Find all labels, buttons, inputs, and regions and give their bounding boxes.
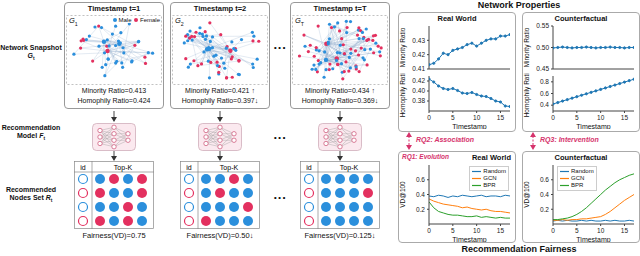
svg-text:0.50: 0.50	[536, 44, 549, 51]
html-text:G2: G2	[175, 16, 184, 27]
html-text:Fairness(VD)=0.125↓: Fairness(VD)=0.125↓	[304, 231, 376, 240]
svg-text:0.4: 0.4	[540, 101, 549, 108]
html-text:Recommendation Fairness: Recommendation Fairness	[461, 244, 577, 254]
svg-text:0.40: 0.40	[412, 87, 425, 94]
html-text:GT: GT	[295, 16, 305, 27]
svg-text:id: id	[80, 164, 86, 171]
svg-text:5: 5	[575, 227, 579, 234]
html-text:Random: Random	[571, 168, 594, 174]
svg-text:0.45: 0.45	[536, 65, 549, 72]
svg-text:0: 0	[551, 227, 555, 234]
svg-text:0.8: 0.8	[540, 78, 549, 85]
svg-text:Timestamp: Timestamp	[576, 123, 610, 129]
html-text:Recommendation Model Ft: Recommendation Model Ft	[1, 124, 61, 142]
svg-text:Homophily Ratio: Homophily Ratio	[399, 73, 407, 117]
svg-text:0.4: 0.4	[540, 191, 549, 198]
svg-text:VD@100: VD@100	[523, 181, 530, 208]
html-text:Real World: Real World	[437, 14, 477, 23]
html-text:RQ1: Evolution: RQ1: Evolution	[402, 153, 449, 160]
svg-text:0.42: 0.42	[412, 51, 425, 58]
svg-text:Minority Ratio: Minority Ratio	[399, 27, 407, 67]
svg-text:Timestamp: Timestamp	[576, 236, 610, 242]
html-text:Timestamp t=1: Timestamp t=1	[87, 4, 141, 13]
svg-text:Homophily Ratio: Homophily Ratio	[523, 73, 531, 117]
svg-text:0.6: 0.6	[416, 176, 425, 183]
svg-text:Timestamp: Timestamp	[452, 236, 486, 242]
html-text:Minority Ratio=0.413: Minority Ratio=0.413	[81, 87, 147, 94]
html-text:Homophily Ratio=0.397↓: Homophily Ratio=0.397↓	[181, 97, 259, 104]
html-text:Network Properties: Network Properties	[477, 0, 561, 10]
svg-text:5: 5	[575, 114, 579, 121]
svg-text:id: id	[186, 164, 192, 171]
svg-text:Minority Ratio: Minority Ratio	[523, 27, 531, 67]
html-text:RQ3: Intervention: RQ3: Intervention	[540, 136, 599, 143]
svg-text:0.4: 0.4	[416, 191, 425, 198]
html-text:G1: G1	[69, 16, 78, 27]
svg-text:0.6: 0.6	[540, 90, 549, 97]
svg-text:0.41: 0.41	[412, 65, 425, 72]
html-text:Minority Ratio=0.421 ↑: Minority Ratio=0.421 ↑	[185, 87, 255, 94]
svg-text:10: 10	[597, 114, 605, 121]
html-text:Minority Ratio=0.434 ↑: Minority Ratio=0.434 ↑	[305, 87, 375, 94]
svg-text:0.43: 0.43	[412, 37, 425, 44]
svg-text:0.2: 0.2	[540, 206, 549, 213]
html-text:BPR: BPR	[483, 182, 496, 188]
svg-text:0.2: 0.2	[416, 206, 425, 213]
html-text:Female: Female	[140, 17, 160, 23]
svg-text:0: 0	[427, 227, 431, 234]
svg-text:15: 15	[497, 227, 505, 234]
svg-text:Top-K: Top-K	[114, 164, 133, 172]
html-text:RQ2: Association: RQ2: Association	[416, 136, 475, 143]
html-text:Homophily Ratio=0.424: Homophily Ratio=0.424	[77, 97, 151, 104]
html-text:Gt: Gt	[27, 52, 35, 62]
svg-text:5: 5	[451, 114, 455, 121]
svg-text:0.38: 0.38	[412, 97, 425, 104]
svg-text:15: 15	[621, 114, 629, 121]
svg-text:10: 10	[597, 227, 605, 234]
html-text:Timestamp t=2: Timestamp t=2	[193, 4, 247, 13]
html-text:Counterfactual: Counterfactual	[554, 14, 608, 23]
svg-text:VD@100: VD@100	[399, 181, 406, 208]
html-text:GCN: GCN	[483, 175, 497, 181]
svg-text:0.42: 0.42	[412, 77, 425, 84]
html-text:BPR: BPR	[571, 182, 584, 188]
html-text:Network Snapshot: Network Snapshot	[0, 44, 62, 51]
html-text:Fairness(VD)=0.50↓: Fairness(VD)=0.50↓	[186, 231, 254, 240]
svg-text:15: 15	[621, 227, 629, 234]
svg-text:10: 10	[473, 114, 481, 121]
svg-text:10: 10	[473, 227, 481, 234]
svg-text:Top-K: Top-K	[220, 164, 239, 172]
svg-text:15: 15	[497, 114, 505, 121]
svg-text:5: 5	[451, 227, 455, 234]
html-text:Fairness(VD)=0.75: Fairness(VD)=0.75	[82, 231, 146, 240]
html-text:GCN: GCN	[571, 175, 585, 181]
svg-text:0: 0	[427, 114, 431, 121]
html-text:Real World: Real World	[472, 153, 511, 162]
svg-text:0.55: 0.55	[536, 23, 549, 29]
html-text:Homophily Ratio=0.369↓: Homophily Ratio=0.369↓	[301, 97, 379, 104]
svg-text:Timestamp: Timestamp	[452, 123, 486, 129]
svg-text:0.6: 0.6	[540, 176, 549, 183]
html-text:Male: Male	[118, 17, 132, 23]
html-text:Counterfactual: Counterfactual	[554, 153, 608, 162]
html-text:Recommended Nodes Set Rt: Recommended Nodes Set Rt	[5, 186, 57, 204]
html-text:Timestamp t=T: Timestamp t=T	[313, 4, 367, 13]
html-text:Random: Random	[483, 168, 506, 174]
svg-text:id: id	[306, 164, 312, 171]
svg-text:0: 0	[551, 114, 555, 121]
svg-text:Top-K: Top-K	[340, 164, 359, 172]
